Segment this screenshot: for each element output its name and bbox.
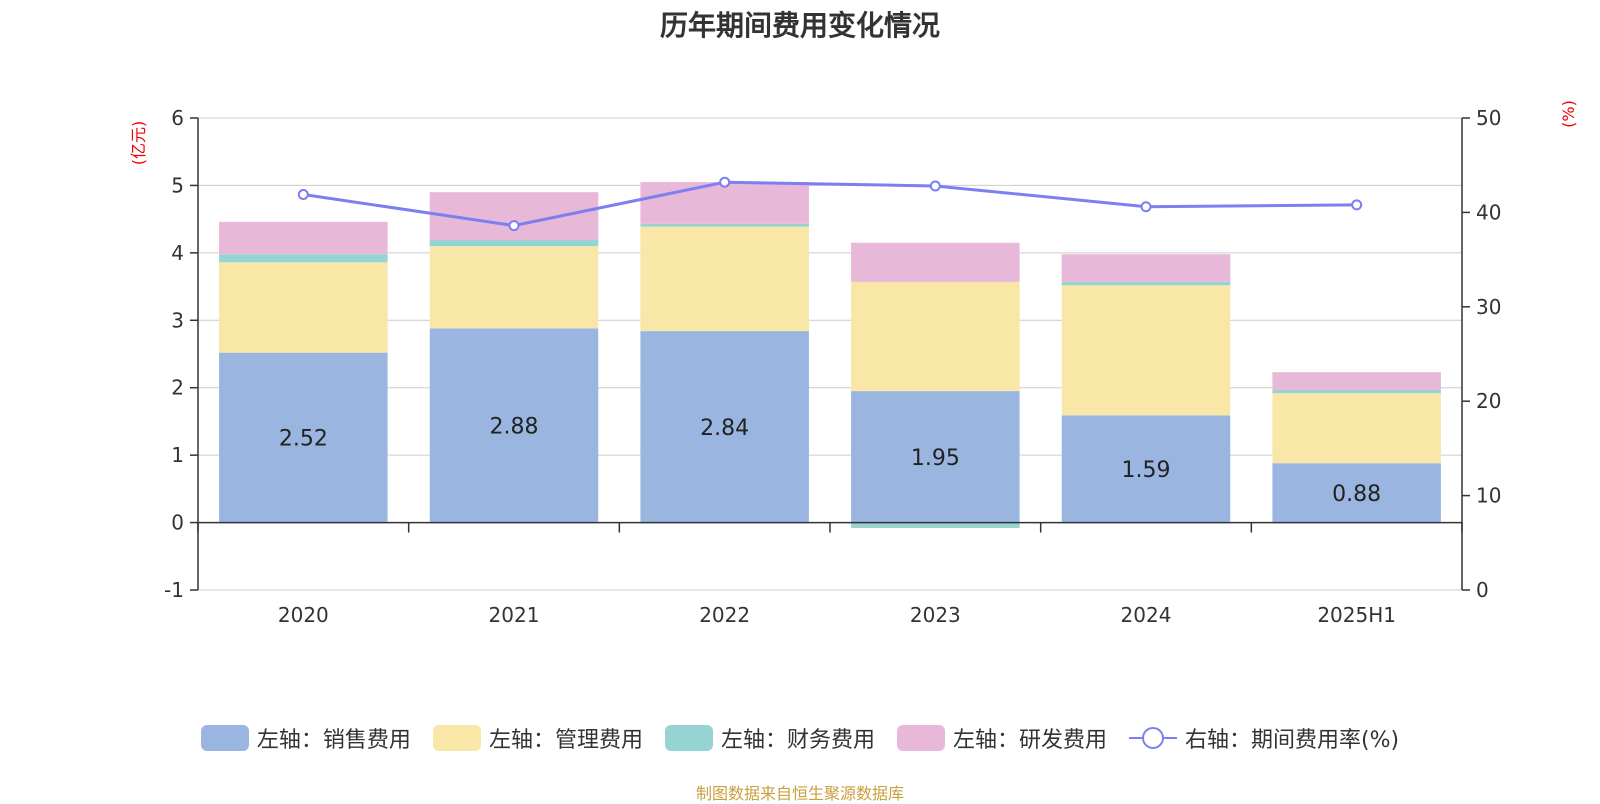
x-tick-label: 2021 xyxy=(489,603,540,627)
left-tick-label: 0 xyxy=(171,511,184,535)
left-axis-unit: (亿元) xyxy=(129,121,148,166)
bar-value-label: 2.84 xyxy=(700,416,749,441)
bar-2025H1-s2 xyxy=(1272,389,1441,394)
legend-swatch xyxy=(664,725,713,751)
bar-2025H1-s3 xyxy=(1272,372,1441,390)
rate-point-2021 xyxy=(508,220,520,232)
legend-label: 左轴：研发费用 xyxy=(952,728,1107,753)
bar-value-label: 0.88 xyxy=(1332,482,1381,507)
rate-point-2025H1 xyxy=(1351,199,1363,211)
right-tick-label: 40 xyxy=(1476,200,1501,224)
legend: 左轴：销售费用 左轴：管理费用 左轴：财务费用 左轴：研发费用 右轴：期间费用率(%) xyxy=(0,722,1600,754)
legend-item[interactable]: 左轴：财务费用 xyxy=(664,722,875,754)
bar-2025H1-s1 xyxy=(1272,393,1441,464)
x-tick-label: 2022 xyxy=(699,603,750,627)
right-tick-label: 50 xyxy=(1476,106,1501,130)
bar-2024-s1 xyxy=(1061,285,1231,416)
bar-2025H1-s0 xyxy=(1272,463,1441,523)
left-tick-label: 4 xyxy=(171,241,184,265)
rate-point-2023 xyxy=(929,180,941,192)
legend-label: 右轴：期间费用率(%) xyxy=(1184,728,1400,753)
bar-2021-s0 xyxy=(429,328,599,523)
bar-2020-s2 xyxy=(219,254,388,263)
bar-2023-s2 xyxy=(851,522,1020,528)
bar-2023-s0 xyxy=(851,391,1020,523)
legend-swatch xyxy=(896,725,945,751)
x-tick-label: 2025H1 xyxy=(1317,603,1396,627)
bar-2021-s2 xyxy=(429,240,599,247)
bar-2022-s1 xyxy=(640,226,809,332)
rate-line-path xyxy=(303,180,1357,228)
bars xyxy=(219,182,1441,528)
chart-title: 历年期间费用变化情况 xyxy=(659,9,940,42)
x-tick-label: 2020 xyxy=(278,603,329,627)
rate-point-2020 xyxy=(297,188,309,200)
legend-label: 左轴：管理费用 xyxy=(488,728,643,753)
bar-2020-s3 xyxy=(219,221,388,255)
bar-value-label: 1.59 xyxy=(1122,458,1171,483)
legend-item[interactable]: 右轴：期间费用率(%) xyxy=(1128,722,1400,754)
right-tick-label: 30 xyxy=(1476,295,1501,319)
bar-2020-s1 xyxy=(219,262,388,353)
legend-swatch xyxy=(1128,727,1177,749)
right-tick-label: 20 xyxy=(1476,389,1501,413)
legend-label: 左轴：财务费用 xyxy=(720,728,875,753)
bar-2022-s3 xyxy=(640,182,809,224)
bar-value-label: 2.52 xyxy=(279,427,328,452)
source-note: 制图数据来自恒生聚源数据库 xyxy=(695,784,904,803)
bar-2024-s0 xyxy=(1061,415,1231,523)
left-tick-label: 3 xyxy=(171,308,184,332)
right-tick-label: 0 xyxy=(1476,578,1489,602)
left-tick-label: -1 xyxy=(164,578,184,602)
bar-value-label: 1.95 xyxy=(911,446,960,471)
legend-item[interactable]: 左轴：销售费用 xyxy=(200,722,411,754)
left-tick-label: 1 xyxy=(171,443,184,467)
bar-2024-s3 xyxy=(1061,254,1231,282)
legend-label: 左轴：销售费用 xyxy=(256,728,411,753)
legend-item[interactable]: 左轴：研发费用 xyxy=(896,722,1107,754)
bar-2023-s1 xyxy=(851,281,1020,392)
x-tick-label: 2023 xyxy=(910,603,961,627)
left-tick-label: 6 xyxy=(171,106,184,130)
bar-2021-s1 xyxy=(429,246,599,329)
bar-2023-s3 xyxy=(851,242,1020,282)
rate-point-2022 xyxy=(719,176,731,188)
bar-2020-s0 xyxy=(219,352,388,523)
axes xyxy=(190,117,1470,591)
left-tick-label: 5 xyxy=(171,173,184,197)
bar-2022-s0 xyxy=(640,331,809,523)
legend-swatch xyxy=(200,725,249,751)
rate-point-2024 xyxy=(1140,201,1152,213)
bar-value-label: 2.88 xyxy=(490,414,539,439)
legend-item[interactable]: 左轴：管理费用 xyxy=(432,722,643,754)
x-tick-label: 2024 xyxy=(1121,603,1172,627)
right-tick-label: 10 xyxy=(1476,484,1501,508)
legend-swatch xyxy=(432,725,481,751)
bar-2022-s2 xyxy=(640,223,809,227)
rate-line xyxy=(297,176,1363,232)
left-tick-label: 2 xyxy=(171,376,184,400)
right-axis-unit: (%) xyxy=(1559,100,1578,128)
bar-2024-s2 xyxy=(1061,281,1231,286)
